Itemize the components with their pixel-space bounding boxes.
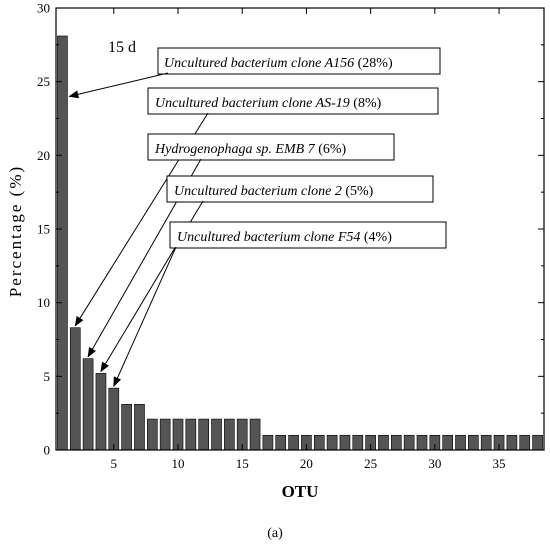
- bar-otu-2: [69, 327, 81, 451]
- annotation-taxon-name: Uncultured bacterium clone F54: [177, 230, 360, 245]
- annotations-layer: Uncultured bacterium clone A156 (28%)Unc…: [68, 47, 447, 388]
- annotation-box: [147, 87, 439, 115]
- bar-otu-31: [442, 434, 453, 451]
- bar-otu-22: [326, 434, 338, 451]
- y-axis-title: Percentage (%): [6, 165, 25, 297]
- bar-otu-18: [275, 434, 287, 451]
- bar-otu-28: [403, 434, 415, 451]
- bar-otu-34: [480, 434, 492, 451]
- bar-otu-29: [416, 434, 428, 451]
- bar-otu-19: [288, 434, 299, 451]
- annotation-arrow: [113, 246, 177, 388]
- bar-otu-21: [313, 434, 325, 451]
- bar-otu-38: [532, 434, 543, 451]
- bar-otu-12: [198, 418, 209, 451]
- annotation-box: [169, 221, 447, 249]
- bar-otu-9: [159, 418, 171, 451]
- bar-otu-5: [108, 387, 120, 451]
- bar-otu-16: [249, 418, 261, 451]
- bar-otu-3: [82, 358, 94, 451]
- annotation-taxon-name: Uncultured bacterium clone AS-19: [155, 96, 350, 111]
- bar-otu-7: [134, 404, 145, 451]
- bar-otu-24: [352, 434, 364, 451]
- bar-otu-33: [468, 434, 479, 451]
- bar-otu-36: [506, 434, 518, 451]
- x-tick-label: 30: [428, 456, 441, 471]
- bar-otu-17: [262, 434, 274, 451]
- bar-otu-8: [147, 418, 158, 451]
- annotation-arrow: [68, 72, 169, 99]
- bars-layer: [57, 35, 543, 451]
- annotation-taxon-name: Hydrogenophaga sp. EMB 7: [154, 142, 316, 157]
- x-tick-label: 35: [493, 456, 506, 471]
- bar-otu-1: [57, 35, 68, 451]
- bar-otu-6: [121, 404, 132, 451]
- figure-caption: (a): [267, 526, 283, 541]
- annotation-percent: (28%): [354, 56, 393, 71]
- y-tick-label: 10: [37, 295, 50, 310]
- annotation-taxon-name: Uncultured bacterium clone A156: [164, 56, 354, 71]
- bar-otu-26: [378, 434, 389, 451]
- y-tick-label: 20: [37, 148, 50, 163]
- y-tick-label: 30: [37, 1, 50, 16]
- x-tick-label: 25: [364, 456, 377, 471]
- x-tick-label: 20: [300, 456, 313, 471]
- bar-otu-23: [339, 434, 351, 451]
- y-tick-label: 15: [37, 222, 50, 237]
- inset-label: 15 d: [108, 39, 136, 56]
- annotation-label: Uncultured bacterium clone AS-19 (8%): [155, 96, 382, 111]
- annotation-taxon-name: Uncultured bacterium clone 2: [174, 184, 342, 199]
- annotation-percent: (8%): [350, 96, 382, 111]
- annotation-label: Uncultured bacterium clone 2 (5%): [174, 184, 374, 199]
- bar-otu-13: [211, 418, 222, 451]
- annotation-percent: (4%): [360, 230, 392, 245]
- y-tick-label: 0: [44, 443, 51, 458]
- y-tick-label: 25: [37, 74, 50, 89]
- y-tick-label: 5: [44, 369, 51, 384]
- annotation-percent: (6%): [315, 142, 347, 157]
- annotation-box: [157, 47, 441, 75]
- annotation-percent: (5%): [342, 184, 374, 199]
- x-tick-label: 15: [236, 456, 249, 471]
- annotation-label: Hydrogenophaga sp. EMB 7 (6%): [154, 142, 347, 157]
- x-tick-label: 10: [172, 456, 185, 471]
- annotation-label: Uncultured bacterium clone F54 (4%): [177, 230, 392, 245]
- x-tick-label: 5: [111, 456, 118, 471]
- bar-otu-27: [391, 434, 402, 451]
- bar-otu-4: [95, 373, 107, 451]
- x-axis-title: OTU: [282, 482, 319, 501]
- ticks-layer: 0 5 10 15 20 25 30 5 10 15 20 25 30 35: [37, 1, 544, 471]
- bar-otu-14: [224, 418, 235, 451]
- otu-bar-chart: 0 5 10 15 20 25 30 5 10 15 20 25 30 35 Uncultured bac…: [6, 1, 545, 501]
- annotation-label: Uncultured bacterium clone A156 (28%): [164, 56, 393, 71]
- bar-otu-32: [455, 434, 466, 451]
- bar-otu-11: [185, 418, 197, 451]
- annotation-box: [147, 133, 395, 161]
- bar-otu-37: [519, 434, 531, 451]
- annotation-box: [166, 175, 434, 203]
